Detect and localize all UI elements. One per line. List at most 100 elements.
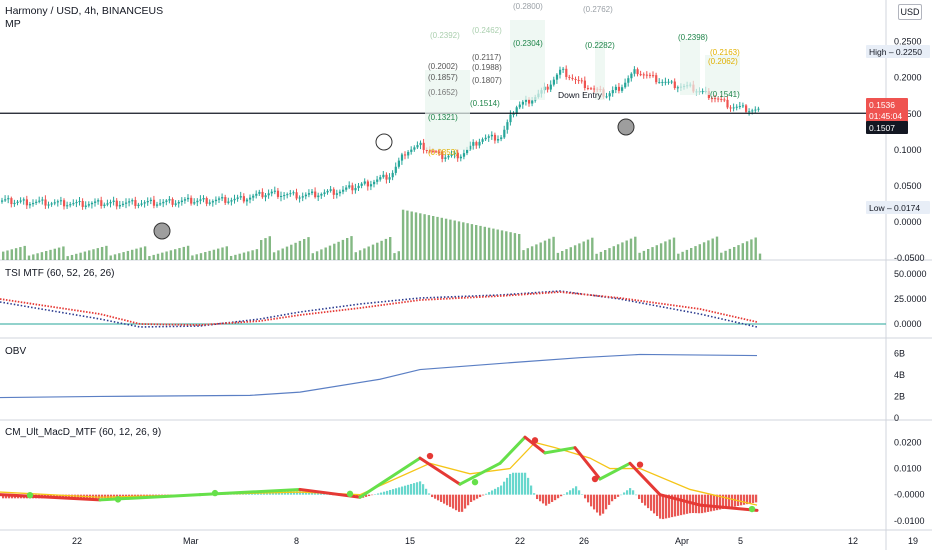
candle-body [317, 195, 320, 198]
candle-body [245, 199, 249, 202]
volume-bar [354, 252, 357, 260]
candle-body [233, 198, 236, 201]
obv-line [0, 353, 758, 399]
candle-body [140, 203, 143, 205]
volume-bar [70, 254, 74, 260]
candle-body [205, 198, 208, 204]
volume-bar [535, 244, 538, 260]
macd-histogram-bar [476, 494, 479, 499]
macd-histogram-bar [488, 492, 491, 495]
volume-bar [6, 250, 9, 260]
macd-histogram-bar [632, 490, 635, 495]
candle-body [168, 199, 171, 201]
level-label: (0.2117) [472, 53, 502, 62]
candle-body [298, 197, 301, 199]
macd-histogram-bar [560, 494, 563, 497]
candle-body [661, 81, 664, 83]
macd-histogram-bar [464, 494, 467, 509]
volume-bar [724, 250, 727, 260]
volume-bar [14, 248, 18, 260]
candle-body [416, 145, 419, 148]
candle-body [456, 152, 459, 159]
macd-histogram-bar [518, 472, 521, 495]
volume-bar [668, 239, 671, 260]
candle-body [44, 199, 47, 206]
symbol-title[interactable]: Harmony / USD, 4h, BINANCEUS [5, 5, 164, 17]
volume-bar [651, 247, 654, 260]
macd-histogram-bar [509, 474, 512, 495]
volume-bar [621, 242, 624, 260]
macd-pane-label[interactable]: CM_Ult_MacD_MTF (60, 12, 26, 9) [5, 427, 162, 438]
tsi-tick-label: 50.0000 [894, 269, 927, 279]
candle-body [459, 156, 462, 159]
macd-histogram-bar [5, 494, 8, 499]
candle-body [580, 80, 583, 82]
macd-histogram-bar [425, 488, 428, 495]
candle-body [211, 201, 214, 203]
candle-body [112, 200, 115, 202]
candle-body [410, 149, 413, 152]
candle-body [7, 198, 10, 200]
volume-bar [255, 249, 259, 260]
candle-body [128, 201, 131, 203]
candle-body [552, 79, 555, 85]
candle-body [512, 113, 515, 115]
volume-bar [492, 228, 495, 260]
level-label: (0.1321) [428, 113, 458, 122]
macd-histogram-bar [473, 494, 476, 501]
macd-histogram-bar [494, 488, 497, 495]
candle-body [636, 69, 639, 75]
candle-body [183, 199, 187, 201]
candle-body [574, 78, 577, 80]
volume-bar [449, 219, 452, 260]
currency-button[interactable]: USD [898, 4, 922, 20]
candle-body [4, 199, 7, 201]
candle-body [503, 129, 506, 138]
volume-bar [2, 251, 5, 260]
candle-body [87, 204, 90, 206]
volume-bar [148, 256, 151, 260]
candle-body [174, 203, 177, 205]
candle-body [13, 202, 16, 205]
macd-line-segment [0, 493, 102, 502]
volume-bar [444, 218, 448, 260]
level-label: (0.2762) [583, 5, 613, 14]
macd-histogram-bar [611, 494, 614, 502]
candle-body [639, 74, 642, 76]
obv-tick-label: 2B [894, 391, 905, 401]
candle-body [320, 193, 323, 196]
low-tag: Low – 0.0174 [869, 203, 920, 213]
volume-bar [410, 211, 413, 260]
volume-bar [126, 250, 130, 260]
volume-bar [599, 251, 603, 260]
candle-body [335, 193, 338, 195]
candle-body [35, 201, 38, 203]
indicator-mp-label[interactable]: MP [5, 18, 21, 30]
obv-pane-label[interactable]: OBV [5, 346, 27, 357]
macd-histogram-bar [668, 494, 671, 518]
volume-bar [690, 248, 693, 260]
candle-body [78, 200, 81, 203]
candle-body [363, 181, 366, 184]
macd-histogram-bar [284, 491, 287, 495]
macd-histogram-bar [707, 494, 710, 512]
volume-bar [92, 249, 95, 260]
candle-body [202, 198, 205, 200]
macd-histogram-bar [395, 488, 398, 495]
candle-body [642, 74, 645, 76]
volume-bar [371, 244, 375, 260]
level-label: (0.2462) [472, 26, 502, 35]
volume-bar [647, 249, 650, 260]
macd-histogram-bar [587, 494, 590, 503]
candle-body [524, 99, 528, 102]
macd-histogram-bar [557, 494, 560, 499]
candle-body [729, 107, 732, 109]
tsi-pane-label[interactable]: TSI MTF (60, 52, 26, 26) [5, 268, 115, 279]
volume-bar [281, 248, 284, 260]
volume-bar [212, 249, 216, 260]
candle-body [388, 177, 391, 180]
candle-body [453, 152, 456, 155]
volume-bar [530, 246, 534, 260]
volume-bar [629, 238, 633, 260]
